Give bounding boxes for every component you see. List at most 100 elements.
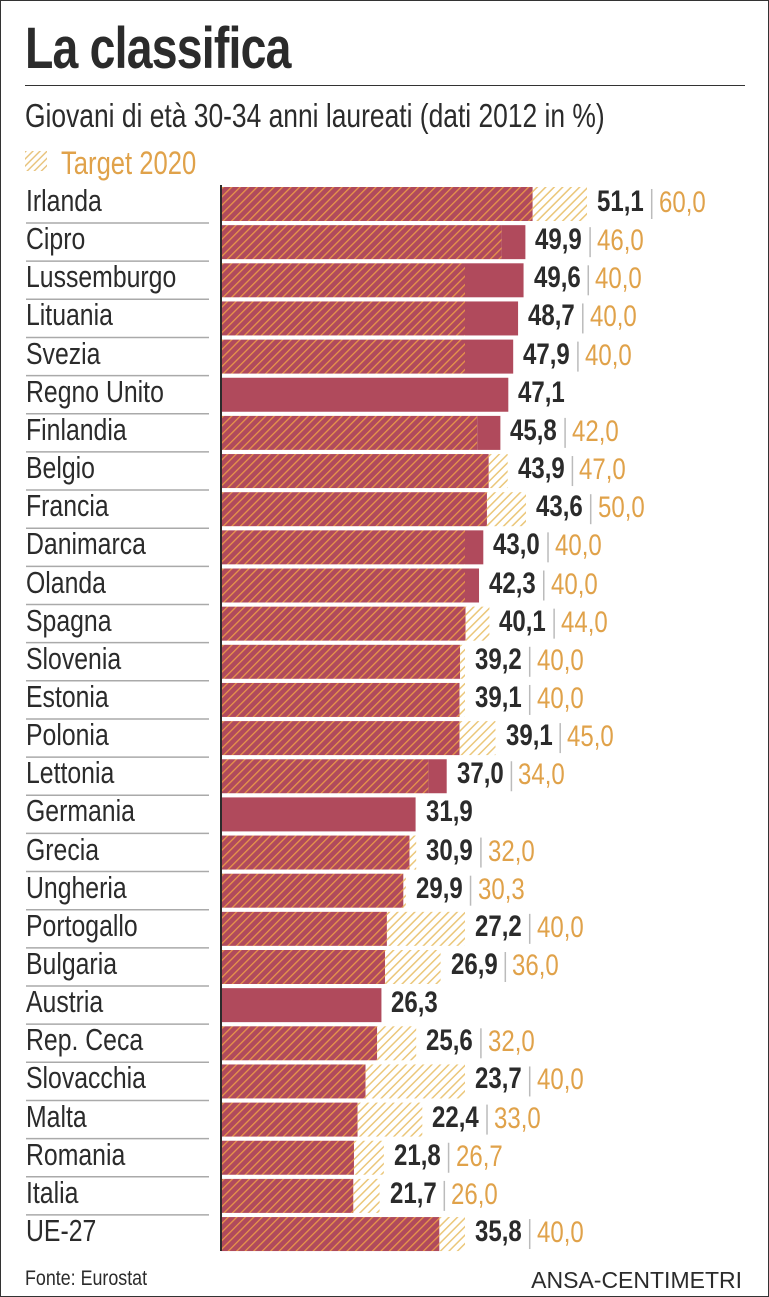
- category-label: Regno Unito: [26, 373, 164, 409]
- target-label: 40,0: [536, 643, 584, 677]
- value-label: 39,1: [505, 719, 553, 753]
- category-label: Grecia: [26, 831, 100, 867]
- target-label: 40,0: [555, 529, 602, 563]
- bar-value-to-target: [221, 759, 429, 794]
- bar-value-above-target: [465, 339, 514, 374]
- bar-value: [221, 644, 461, 679]
- value-label: 21,7: [389, 1176, 437, 1210]
- category-label: Polonia: [26, 717, 109, 753]
- category-label: Austria: [26, 984, 104, 1020]
- bar-target-gap: [353, 1140, 384, 1175]
- target-label: 40,0: [536, 681, 584, 715]
- category-label: Italia: [26, 1174, 79, 1210]
- bar-value-to-target: [221, 225, 502, 260]
- bar-value-above-target: [465, 263, 524, 298]
- bar-value: [221, 1102, 358, 1137]
- value-label: 27,2: [475, 909, 522, 943]
- bar-value: [221, 1178, 354, 1213]
- bar-value: [221, 187, 533, 221]
- value-label: 45,8: [510, 413, 558, 447]
- title-divider: [25, 85, 745, 86]
- value-label: 40,1: [499, 604, 547, 638]
- target-label: 26,0: [451, 1177, 499, 1211]
- target-label: 44,0: [561, 605, 608, 639]
- bar-value-to-target: [221, 301, 465, 336]
- bar-target-gap: [386, 911, 465, 946]
- value-label: 23,7: [475, 1062, 522, 1096]
- target-label: 32,0: [487, 1025, 535, 1059]
- bar-value: [221, 1140, 354, 1175]
- bar-value: [221, 721, 460, 756]
- value-label: 35,8: [475, 1215, 522, 1249]
- target-label: 45,0: [567, 720, 614, 754]
- category-label: Svezia: [26, 335, 101, 371]
- category-label: Ungheria: [26, 869, 127, 905]
- category-label: Slovenia: [26, 640, 122, 676]
- target-label: 32,0: [487, 834, 535, 868]
- bar-target-gap: [365, 1064, 465, 1099]
- value-label: 49,6: [533, 261, 581, 295]
- bar-target-gap: [465, 606, 490, 641]
- bar-target-gap: [357, 1102, 423, 1137]
- target-label: 40,0: [536, 1063, 584, 1097]
- target-label: 40,0: [536, 1216, 584, 1250]
- chart-subtitle: Giovani di età 30-34 anni laureati (dati…: [25, 97, 605, 134]
- category-label: Portogallo: [26, 907, 138, 943]
- value-label: 21,8: [393, 1138, 441, 1172]
- bar-value-above-target: [465, 530, 484, 565]
- category-label: Irlanda: [26, 183, 102, 218]
- value-label: 42,3: [489, 566, 536, 600]
- bar-value: [221, 682, 460, 717]
- target-label: 40,0: [584, 338, 632, 372]
- target-label: 40,0: [536, 910, 584, 944]
- bar-value: [221, 835, 410, 870]
- category-label: Lettonia: [26, 755, 115, 791]
- value-label: 43,0: [493, 528, 541, 562]
- bar-value-to-target: [221, 568, 465, 603]
- bar-target-gap: [439, 1217, 465, 1252]
- target-label: 40,0: [589, 300, 637, 334]
- source-note: Fonte: Eurostat: [25, 1267, 148, 1290]
- bar-target-gap: [460, 644, 465, 679]
- bar-target-gap: [486, 492, 526, 527]
- bar-value-above-target: [465, 568, 480, 603]
- value-label: 48,7: [528, 299, 575, 333]
- target-label: 34,0: [518, 758, 566, 792]
- bar-target-gap: [385, 950, 441, 984]
- bar-target-gap: [459, 682, 465, 717]
- category-label: Estonia: [26, 678, 109, 714]
- legend-label: Target 2020: [61, 145, 197, 181]
- bar-value-to-target: [221, 415, 478, 450]
- bar-value: [221, 492, 487, 527]
- bar-value: [221, 377, 509, 412]
- value-label: 39,2: [475, 642, 522, 676]
- value-label: 43,6: [536, 490, 583, 524]
- bar-value-to-target: [221, 263, 465, 298]
- bar-value-above-target: [428, 759, 447, 794]
- target-label: 33,0: [494, 1101, 541, 1135]
- value-label: 39,1: [475, 680, 522, 714]
- target-label: 40,0: [595, 262, 642, 296]
- value-label: 47,1: [518, 375, 566, 409]
- bar-target-gap: [353, 1178, 380, 1213]
- target-label: 30,3: [477, 872, 525, 906]
- bar-value: [221, 454, 489, 489]
- value-label: 30,9: [426, 833, 473, 867]
- target-label: 42,0: [572, 414, 619, 448]
- target-label: 36,0: [512, 949, 560, 982]
- bar-target-gap: [409, 835, 417, 870]
- category-label: Slovacchia: [26, 1060, 146, 1096]
- value-label: 22,4: [432, 1100, 480, 1134]
- category-label: Francia: [26, 488, 109, 524]
- category-label: Danimarca: [26, 526, 146, 562]
- bar-value: [221, 1217, 440, 1252]
- bar-value: [221, 911, 387, 946]
- target-label: 60,0: [658, 186, 706, 219]
- bar-value: [221, 1064, 366, 1099]
- bar-value: [221, 950, 386, 984]
- bar-target-gap: [459, 721, 496, 756]
- value-label: 26,3: [391, 986, 439, 1020]
- category-label: UE-27: [26, 1213, 97, 1249]
